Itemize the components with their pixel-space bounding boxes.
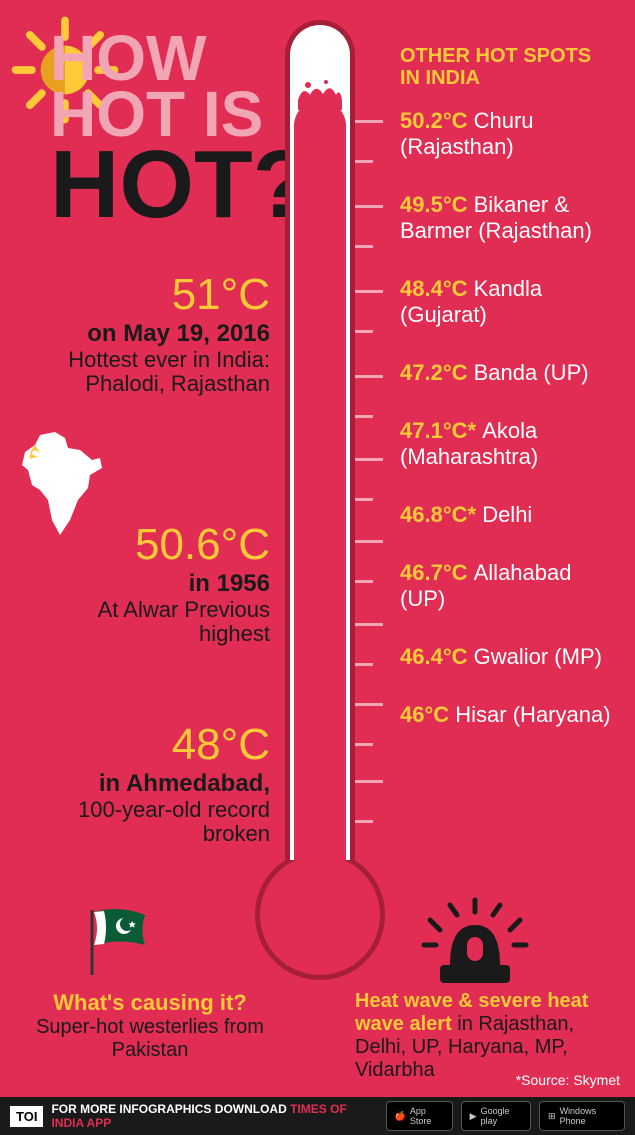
thermometer-tick-minor <box>355 580 373 583</box>
thermometer-tick <box>355 120 383 123</box>
hotspot-item: 49.5°C Bikaner & Barmer (Rajasthan) <box>400 192 615 244</box>
windows-icon: ⊞ <box>548 1111 556 1122</box>
thermometer-tick <box>355 375 383 378</box>
thermometer-fill <box>294 100 346 860</box>
hotspot-item: 47.1°C* Akola (Maharashtra) <box>400 418 615 470</box>
source-credit: *Source: Skymet <box>516 1072 620 1088</box>
hotspot-item: 47.2°C Banda (UP) <box>400 360 615 386</box>
ahmedabad-temp: 48°C <box>30 720 270 770</box>
appstore-badge[interactable]: 🍎App Store <box>386 1101 453 1131</box>
hotspots-heading: OTHER HOT SPOTS IN INDIA <box>400 45 610 89</box>
record-date: on May 19, 2016 <box>30 320 270 348</box>
record-desc: Hottest ever in India: Phalodi, Rajastha… <box>30 348 270 396</box>
hotspot-temp: 46.8°C* <box>400 502 482 527</box>
hotspot-temp: 47.2°C <box>400 360 474 385</box>
play-icon: ▶ <box>470 1111 477 1122</box>
main-title: HOW HOT IS HOT? <box>50 30 311 227</box>
hotspot-temp: 47.1°C* <box>400 418 482 443</box>
hotspot-place: Hisar (Haryana) <box>455 702 610 727</box>
alert-block: Heat wave & severe heat wave alert in Ra… <box>355 990 615 1082</box>
thermometer-tick <box>355 703 383 706</box>
footer-text: FOR MORE INFOGRAPHICS DOWNLOAD TIMES OF … <box>51 1102 369 1130</box>
cause-answer: Super-hot westerlies from Pakistan <box>35 1016 265 1062</box>
title-line-3: HOT? <box>50 143 311 227</box>
hotspot-item: 46.7°C Allahabad (UP) <box>400 560 615 612</box>
hotspot-place: Banda (UP) <box>474 360 589 385</box>
windows-badge[interactable]: ⊞Windows Phone <box>539 1101 625 1131</box>
hotspot-item: 48.4°C Kandla (Gujarat) <box>400 276 615 328</box>
previous-temp: 50.6°C <box>30 520 270 570</box>
pakistan-flag-icon <box>80 900 160 980</box>
thermometer-tick <box>355 458 383 461</box>
thermometer-tick-minor <box>355 415 373 418</box>
siren-icon <box>420 895 530 990</box>
fact-ahmedabad: 48°C in Ahmedabad, 100-year-old record b… <box>30 720 270 846</box>
thermometer-tick <box>355 205 383 208</box>
hotspot-temp: 46°C <box>400 702 455 727</box>
thermometer-bulb <box>255 850 385 980</box>
hotspot-temp: 48.4°C <box>400 276 474 301</box>
thermometer-tick <box>355 623 383 626</box>
apple-icon: 🍎 <box>395 1111 406 1122</box>
thermometer-tick-minor <box>355 820 373 823</box>
thermometer-tick-minor <box>355 245 373 248</box>
hotspot-item: 46.4°C Gwalior (MP) <box>400 644 615 670</box>
thermometer-tick-minor <box>355 498 373 501</box>
cause-block: What's causing it? Super-hot westerlies … <box>35 990 265 1062</box>
hotspot-item: 46.8°C* Delhi <box>400 502 615 528</box>
thermometer-tick <box>355 540 383 543</box>
thermometer-tick-minor <box>355 663 373 666</box>
cause-question: What's causing it? <box>35 990 265 1016</box>
thermometer-tick <box>355 290 383 293</box>
thermometer-tick-minor <box>355 160 373 163</box>
thermometer-tick-minor <box>355 330 373 333</box>
hotspot-temp: 50.2°C <box>400 108 474 133</box>
hotspots-list: 50.2°C Churu (Rajasthan) 49.5°C Bikaner &… <box>400 108 615 760</box>
thermometer-tube <box>285 20 355 860</box>
googleplay-badge[interactable]: ▶Google play <box>461 1101 531 1131</box>
hotspot-temp: 46.4°C <box>400 644 474 669</box>
fact-record: 51°C on May 19, 2016 Hottest ever in Ind… <box>30 270 270 396</box>
mercury-top-icon <box>298 80 342 110</box>
previous-year: in 1956 <box>30 570 270 598</box>
hotspot-item: 50.2°C Churu (Rajasthan) <box>400 108 615 160</box>
hotspot-place: Delhi <box>482 502 532 527</box>
hotspot-temp: 49.5°C <box>400 192 474 217</box>
hotspot-temp: 46.7°C <box>400 560 474 585</box>
toi-logo: TOI <box>10 1106 43 1127</box>
infographic: HOW HOT IS HOT? OTHER HOT SPOTS IN INDIA… <box>0 0 635 1135</box>
thermometer-tick-minor <box>355 743 373 746</box>
hotspot-place: Gwalior (MP) <box>474 644 602 669</box>
footer-bar: TOI FOR MORE INFOGRAPHICS DOWNLOAD TIMES… <box>0 1097 635 1135</box>
record-temp: 51°C <box>30 270 270 320</box>
thermometer-tick <box>355 780 383 783</box>
fact-previous: 50.6°C in 1956 At Alwar Previous highest <box>30 520 270 646</box>
previous-desc: At Alwar Previous highest <box>30 598 270 646</box>
ahmedabad-loc: in Ahmedabad, <box>30 770 270 798</box>
hotspot-item: 46°C Hisar (Haryana) <box>400 702 615 728</box>
ahmedabad-desc: 100-year-old record broken <box>30 798 270 846</box>
thermometer <box>285 20 355 980</box>
footer-text-1: FOR MORE INFOGRAPHICS DOWNLOAD <box>51 1102 290 1116</box>
